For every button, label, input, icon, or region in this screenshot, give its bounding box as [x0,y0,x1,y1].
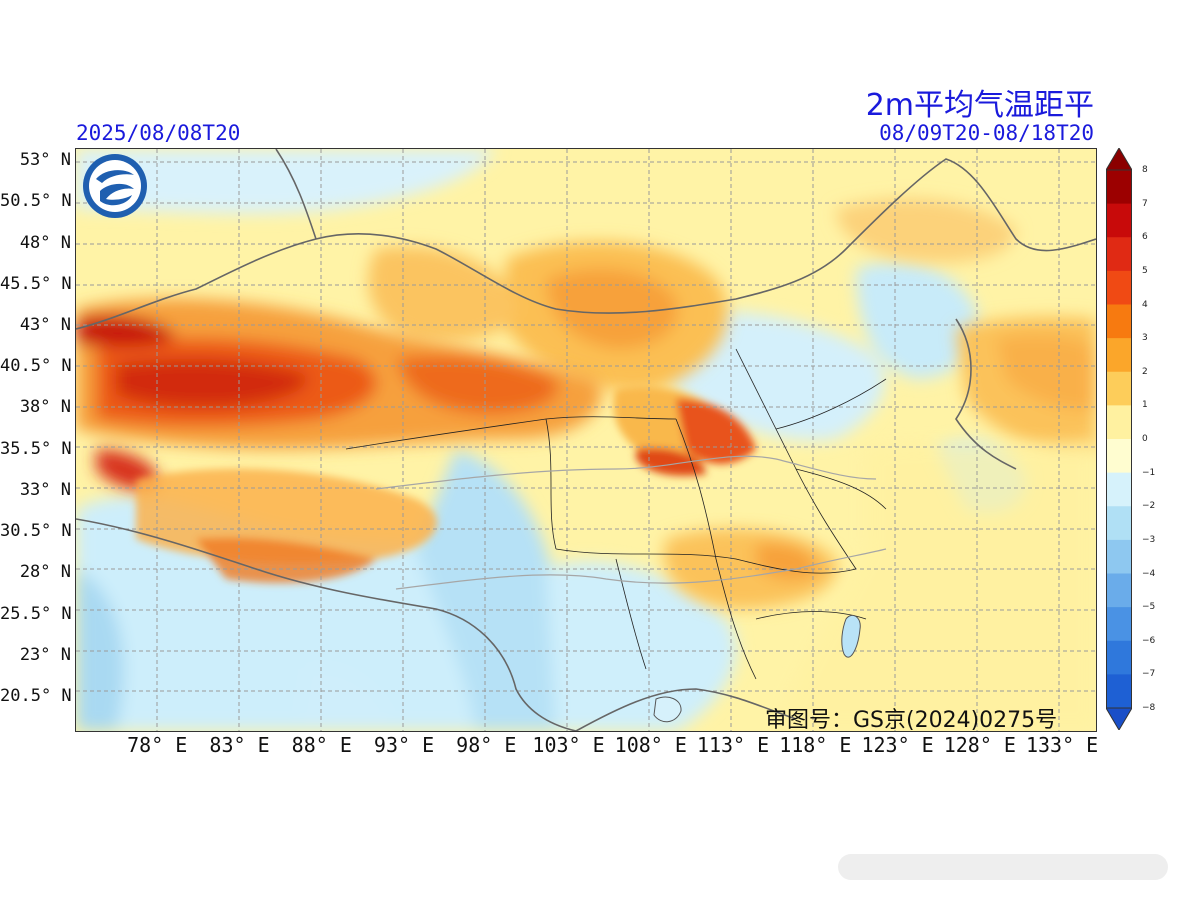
province-borders [345,348,887,680]
ocean-field [776,439,1096,731]
latitude-label: 40.5° N [0,356,72,377]
colorbar-segment [1106,607,1132,642]
colorbar-tick-label: 6 [1142,232,1148,243]
warm-anomaly-tibet [136,468,437,583]
colorbar-tick-label: −7 [1142,669,1156,680]
taiwan-island [841,614,861,658]
anomaly-map [76,149,1096,731]
longitude-label: 113° E [696,733,770,757]
colorbar-tick-label: −2 [1142,501,1156,512]
colorbar-segment [1106,371,1132,406]
rivers [375,455,887,590]
colorbar-under-arrow [1106,707,1132,730]
longitude-label: 108° E [614,733,687,757]
colorbar-segment [1106,304,1132,339]
map-title: 2m平均气温距平 [865,88,1094,123]
longitude-label: 133° E [1025,733,1099,757]
latitude-label: 48° N [19,232,71,253]
longitude-label: 93° E [373,733,435,757]
latitude-label: 30.5° N [0,521,72,542]
map-approval-number: 审图号：GS京(2024)0275号 [765,708,1058,733]
colorbar-tick-label: 4 [1142,299,1148,310]
longitude-label: 83° E [209,733,270,757]
colorbar-segment [1106,573,1132,608]
map-area[interactable] [75,148,1097,732]
warm-anomaly-xinjiang [76,298,602,491]
warm-anomaly-north-china [613,386,756,476]
longitude-label: 123° E [861,733,934,757]
warm-anomaly-mongolia [368,241,728,391]
colorbar [1106,148,1132,730]
colorbar-tick-label: −1 [1142,467,1156,478]
colorbar-tick-label: 7 [1142,198,1148,209]
longitude-label: 78° E [127,733,188,757]
colorbar-segment [1106,170,1132,205]
colorbar-tick-label: 8 [1142,165,1148,175]
warm-anomaly-korea [836,198,1096,452]
colorbar-segment [1106,237,1132,272]
colorbar-segment [1106,640,1132,675]
colorbar-segment [1106,674,1132,709]
colorbar-tick-label: 3 [1142,333,1148,344]
colorbar-segment [1106,539,1132,574]
colorbar-tick-label: −6 [1142,635,1156,646]
graticule [76,149,1096,731]
colorbar-segment [1106,472,1132,507]
weather-logo-icon [83,154,147,218]
init-time: 2025/08/08T20 [76,121,241,145]
hainan-island [653,696,682,723]
colorbar-segment [1106,405,1132,440]
colorbar-segment [1106,506,1132,541]
colorbar-tick-label: −5 [1142,602,1156,613]
watermark-icon [838,854,1168,880]
longitude-label: 128° E [943,733,1016,757]
colorbar-frame [1106,169,1132,709]
latitude-label: 28° N [19,562,71,583]
colorbar-tick-label: 0 [1142,434,1148,444]
latitude-label: 35.5° N [0,438,72,459]
colorbar-tick-label: −3 [1142,534,1156,545]
latitude-label: 43° N [19,315,71,336]
longitude-label: 88° E [291,733,352,757]
colorbar-segment [1106,338,1132,373]
longitude-label: 103° E [532,733,605,757]
colorbar-tick-label: 2 [1142,366,1148,377]
colorbar-segment [1106,270,1132,305]
colorbar-tick-label: −8 [1142,703,1156,713]
colorbar-segment [1106,203,1132,238]
colorbar-tick-label: 1 [1142,400,1148,411]
colorbar-over-arrow [1106,148,1132,171]
colorbar-tick-label: −4 [1142,568,1156,579]
latitude-label: 23° N [19,644,71,665]
longitude-label: 118° E [779,733,852,757]
longitude-label: 98° E [456,733,517,757]
latitude-label: 50.5° N [0,191,72,212]
colorbar-segment [1106,439,1132,474]
latitude-label: 20.5° N [0,686,72,707]
colorbar-tick-label: 5 [1142,265,1148,276]
latitude-label: 33° N [19,479,71,500]
country-borders [76,149,1096,731]
latitude-label: 45.5° N [0,273,72,294]
latitude-label: 38° N [19,397,71,418]
latitude-label: 25.5° N [0,603,72,624]
valid-range: 08/09T20-08/18T20 [879,121,1094,145]
latitude-label: 53° N [19,150,71,171]
